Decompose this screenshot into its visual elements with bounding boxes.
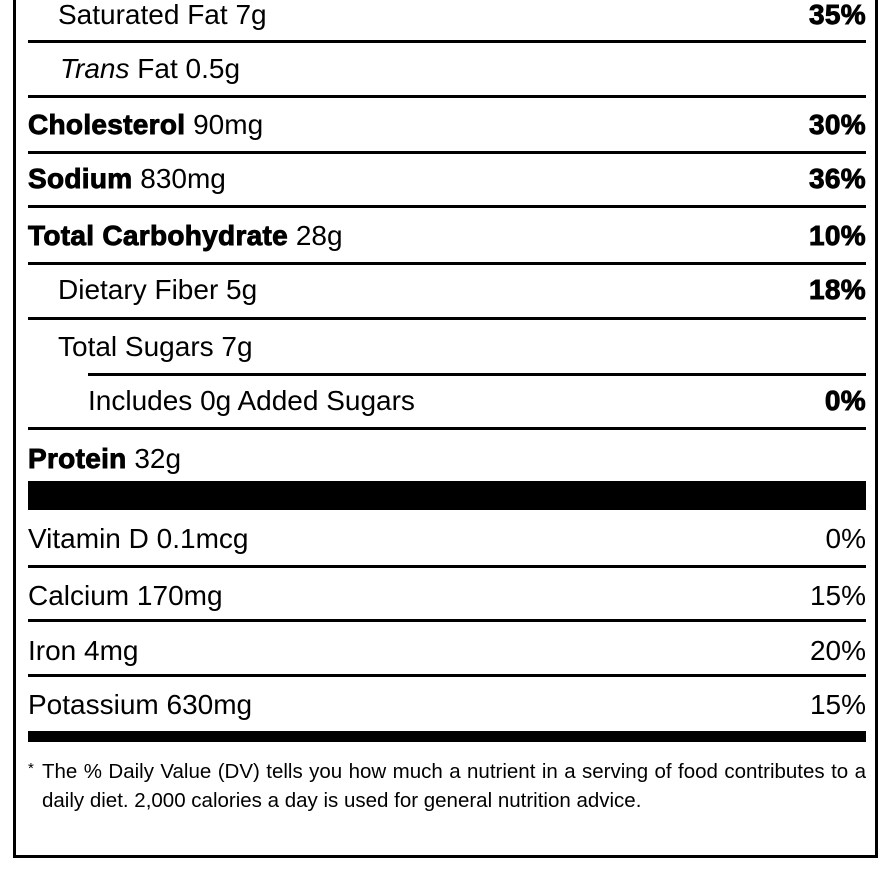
divider [88, 373, 866, 376]
nutrient-label: Vitamin D [28, 523, 149, 554]
nutrient-amount: 32g [134, 443, 182, 474]
nutrient-label: Trans [60, 53, 130, 84]
daily-value: 15% [809, 689, 866, 720]
daily-value: 36% [809, 163, 867, 195]
nutrient-amount: 90mg [193, 109, 264, 140]
row-dietary-fiber: Dietary Fiber 5g 18% [28, 272, 866, 308]
nutrient-amount: 0.1mcg [156, 523, 249, 554]
nutrition-label-frame [13, 0, 878, 858]
footnote-marker: * [28, 760, 34, 777]
nutrient-label: Cholesterol [28, 109, 186, 141]
nutrient-label: Sodium [28, 163, 133, 195]
divider [28, 619, 866, 622]
daily-value: 0% [824, 385, 866, 417]
nutrient-label: Total Sugars [58, 331, 214, 362]
divider [28, 427, 866, 430]
divider [28, 317, 866, 320]
nutrient-label: Saturated Fat [58, 0, 228, 30]
nutrient-amount: 170mg [136, 580, 223, 611]
nutrient-amount: 7g [235, 0, 267, 30]
row-total-carbohydrate: Total Carbohydrate 28g 10% [28, 218, 867, 254]
row-potassium: Potassium 630mg 15% [28, 687, 866, 723]
daily-value: 30% [809, 109, 867, 141]
footnote-text: The % Daily Value (DV) tells you how muc… [42, 760, 866, 812]
nutrient-label: Calcium [28, 580, 130, 611]
row-sodium: Sodium 830mg 36% [28, 161, 867, 197]
row-iron: Iron 4mg 20% [28, 633, 866, 669]
row-calcium: Calcium 170mg 15% [28, 578, 866, 614]
nutrient-label: Protein [28, 443, 127, 475]
daily-value: 15% [809, 580, 866, 611]
medium-divider [28, 731, 866, 742]
nutrient-amount: 4mg [84, 635, 139, 666]
daily-value: 10% [809, 220, 867, 252]
nutrient-amount: 7g [221, 331, 253, 362]
nutrient-amount: 5g [226, 274, 258, 305]
nutrient-label: Includes 0g Added Sugars [88, 385, 415, 416]
daily-value: 18% [809, 274, 867, 306]
daily-value: 20% [809, 635, 866, 666]
row-total-sugars: Total Sugars 7g [28, 329, 866, 365]
nutrient-amount: 28g [295, 220, 343, 251]
divider [28, 205, 866, 208]
row-saturated-fat: Saturated Fat 7g 35% [28, 0, 866, 33]
divider [28, 565, 866, 568]
nutrient-label: Dietary Fiber [58, 274, 219, 305]
row-added-sugars: Includes 0g Added Sugars 0% [28, 383, 866, 419]
footnote: * The % Daily Value (DV) tells you how m… [28, 757, 866, 815]
divider [28, 674, 866, 677]
divider [28, 151, 866, 154]
row-protein: Protein 32g [28, 441, 866, 477]
nutrient-label-rest: Fat [137, 53, 178, 84]
nutrient-label: Total Carbohydrate [28, 220, 289, 252]
row-vitamin-d: Vitamin D 0.1mcg 0% [28, 521, 866, 557]
divider [28, 95, 866, 98]
nutrient-label: Iron [28, 635, 77, 666]
row-trans-fat: Trans Fat 0.5g [28, 51, 866, 87]
nutrient-amount: 830mg [140, 163, 226, 194]
divider [28, 262, 866, 265]
nutrient-amount: 0.5g [185, 53, 241, 84]
nutrient-label: Potassium [28, 689, 159, 720]
daily-value: 0% [825, 523, 866, 554]
row-cholesterol: Cholesterol 90mg 30% [28, 107, 867, 143]
thick-divider [28, 481, 866, 510]
divider [28, 40, 866, 43]
daily-value: 35% [809, 0, 867, 30]
nutrient-amount: 630mg [166, 689, 253, 720]
